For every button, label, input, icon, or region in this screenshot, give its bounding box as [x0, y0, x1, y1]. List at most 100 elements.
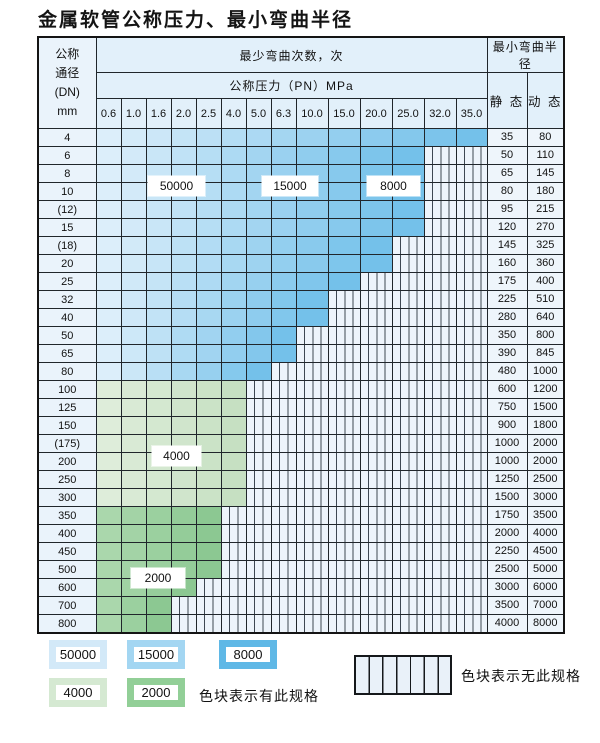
- matrix-cell-unavailable: [270, 488, 297, 507]
- pn-value-cell: 5.0: [245, 98, 272, 129]
- matrix-cell-available: [220, 362, 247, 381]
- matrix-cell-available: [220, 434, 247, 453]
- matrix-cell-available: [391, 146, 425, 165]
- matrix-cell-unavailable: [295, 434, 329, 453]
- matrix-cell-available: [170, 272, 197, 291]
- matrix-cell-unavailable: [423, 506, 457, 525]
- matrix-cell-unavailable: [455, 578, 488, 597]
- matrix-cell-unavailable: [359, 290, 393, 309]
- dynamic-header-cell: 动 态: [526, 72, 565, 129]
- static-radius-cell: 3500: [486, 596, 528, 615]
- dn-cell: 250: [37, 470, 97, 489]
- matrix-cell-unavailable: [423, 308, 457, 327]
- dynamic-radius-cell: 800: [526, 326, 565, 345]
- matrix-cell-available: [145, 416, 172, 435]
- matrix-cell-unavailable: [245, 578, 272, 597]
- matrix-cell-available: [120, 254, 147, 273]
- matrix-cell-available: [120, 398, 147, 417]
- static-radius-cell: 1000: [486, 434, 528, 453]
- matrix-cell-available: [295, 128, 329, 147]
- matrix-cell-available: [220, 416, 247, 435]
- matrix-cell-available: [95, 578, 122, 597]
- matrix-cell-unavailable: [391, 308, 425, 327]
- matrix-cell-available: [95, 398, 122, 417]
- legend-available-caption: 色块表示有此规格: [199, 688, 319, 704]
- matrix-cell-unavailable: [270, 362, 297, 381]
- matrix-cell-available: [220, 326, 247, 345]
- matrix-cell-available: [145, 308, 172, 327]
- matrix-cell-available: [145, 218, 172, 237]
- matrix-cell-available: [145, 398, 172, 417]
- matrix-cell-unavailable: [391, 488, 425, 507]
- matrix-cell-available: [195, 542, 222, 561]
- table-row-dn-15: 15 120 270: [37, 218, 565, 237]
- dynamic-radius-cell: 145: [526, 164, 565, 183]
- dn-cell: 40: [37, 308, 97, 327]
- matrix-cell-available: [220, 398, 247, 417]
- dn-cell: 200: [37, 452, 97, 471]
- matrix-cell-unavailable: [245, 398, 272, 417]
- matrix-cell-unavailable: [270, 434, 297, 453]
- static-radius-cell: 1000: [486, 452, 528, 471]
- matrix-cell-available: [120, 506, 147, 525]
- matrix-cell-unavailable: [270, 542, 297, 561]
- matrix-cell-available: [95, 416, 122, 435]
- static-radius-cell: 1250: [486, 470, 528, 489]
- matrix-cell-available: [145, 542, 172, 561]
- dynamic-radius-cell: 7000: [526, 596, 565, 615]
- table-row-dn-125: 125 750 1500: [37, 398, 565, 417]
- table-row-dn-700: 700 3500 7000: [37, 596, 565, 615]
- static-radius-cell: 2500: [486, 560, 528, 579]
- dn-cell: 65: [37, 344, 97, 363]
- matrix-cell-unavailable: [391, 578, 425, 597]
- matrix-cell-unavailable: [295, 560, 329, 579]
- matrix-cell-available: [391, 200, 425, 219]
- matrix-cell-unavailable: [359, 326, 393, 345]
- matrix-cell-unavailable: [391, 236, 425, 255]
- matrix-cell-unavailable: [170, 596, 197, 615]
- matrix-cell-unavailable: [423, 434, 457, 453]
- matrix-cell-available: [120, 416, 147, 435]
- matrix-cell-available: [359, 254, 393, 273]
- static-radius-cell: 95: [486, 200, 528, 219]
- matrix-cell-available: [170, 308, 197, 327]
- matrix-cell-unavailable: [423, 164, 457, 183]
- matrix-cell-available: [120, 380, 147, 399]
- matrix-cell-unavailable: [423, 254, 457, 273]
- matrix-cell-unavailable: [359, 470, 393, 489]
- static-radius-cell: 225: [486, 290, 528, 309]
- matrix-cell-unavailable: [423, 614, 457, 634]
- dn-cell: 125: [37, 398, 97, 417]
- matrix-cell-unavailable: [245, 434, 272, 453]
- static-radius-cell: 750: [486, 398, 528, 417]
- matrix-cell-available: [170, 344, 197, 363]
- matrix-cell-available: [245, 326, 272, 345]
- matrix-cell-unavailable: [359, 398, 393, 417]
- matrix-cell-unavailable: [359, 416, 393, 435]
- matrix-cell-available: [120, 596, 147, 615]
- matrix-cell-available: [295, 272, 329, 291]
- matrix-cell-unavailable: [455, 362, 488, 381]
- matrix-cell-available: [120, 164, 147, 183]
- matrix-cell-unavailable: [455, 596, 488, 615]
- table-row-dn-250: 250 1250 2500: [37, 470, 565, 489]
- matrix-cell-available: [170, 326, 197, 345]
- matrix-cell-unavailable: [455, 416, 488, 435]
- matrix-cell-available: [245, 344, 272, 363]
- matrix-cell-unavailable: [327, 290, 361, 309]
- matrix-cell-unavailable: [423, 380, 457, 399]
- matrix-cell-unavailable: [423, 470, 457, 489]
- matrix-cell-available: [170, 542, 197, 561]
- dn-cell: (12): [37, 200, 97, 219]
- matrix-cell-available: [359, 200, 393, 219]
- table-row-dn-350: 350 1750 3500: [37, 506, 565, 525]
- matrix-cell-available: [95, 380, 122, 399]
- dn-cell: 50: [37, 326, 97, 345]
- dn-cell: (175): [37, 434, 97, 453]
- dynamic-radius-cell: 2000: [526, 434, 565, 453]
- legend-box-50000: 50000: [49, 640, 107, 669]
- pn-value-cell: 0.6: [95, 98, 122, 129]
- matrix-cell-unavailable: [423, 362, 457, 381]
- dynamic-radius-cell: 1000: [526, 362, 565, 381]
- matrix-cell-unavailable: [391, 614, 425, 634]
